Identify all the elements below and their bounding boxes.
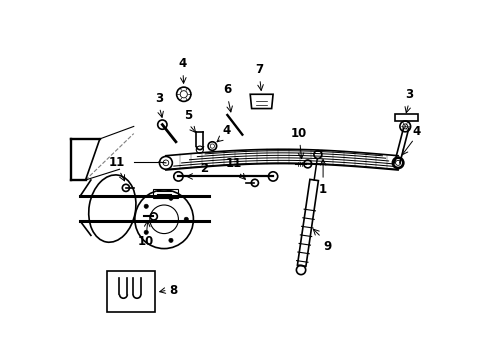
Text: 10: 10	[137, 235, 153, 248]
Text: 7: 7	[255, 63, 263, 76]
Text: 3: 3	[405, 88, 413, 101]
Text: 4: 4	[222, 124, 230, 137]
Bar	[107, 271, 155, 312]
Circle shape	[184, 217, 188, 221]
Text: 10: 10	[290, 127, 306, 140]
Text: 11: 11	[225, 157, 242, 170]
Circle shape	[168, 196, 173, 201]
Text: 5: 5	[183, 109, 192, 122]
Circle shape	[144, 230, 148, 234]
Circle shape	[168, 238, 173, 243]
Text: 3: 3	[154, 92, 163, 105]
Text: 2: 2	[200, 162, 207, 175]
Text: 6: 6	[223, 84, 231, 96]
Text: 11: 11	[108, 156, 124, 168]
Text: 8: 8	[169, 284, 177, 297]
Circle shape	[144, 204, 148, 208]
Text: 4: 4	[178, 57, 186, 70]
Text: 9: 9	[323, 240, 331, 253]
Text: 1: 1	[318, 183, 326, 196]
Text: 4: 4	[412, 125, 420, 138]
